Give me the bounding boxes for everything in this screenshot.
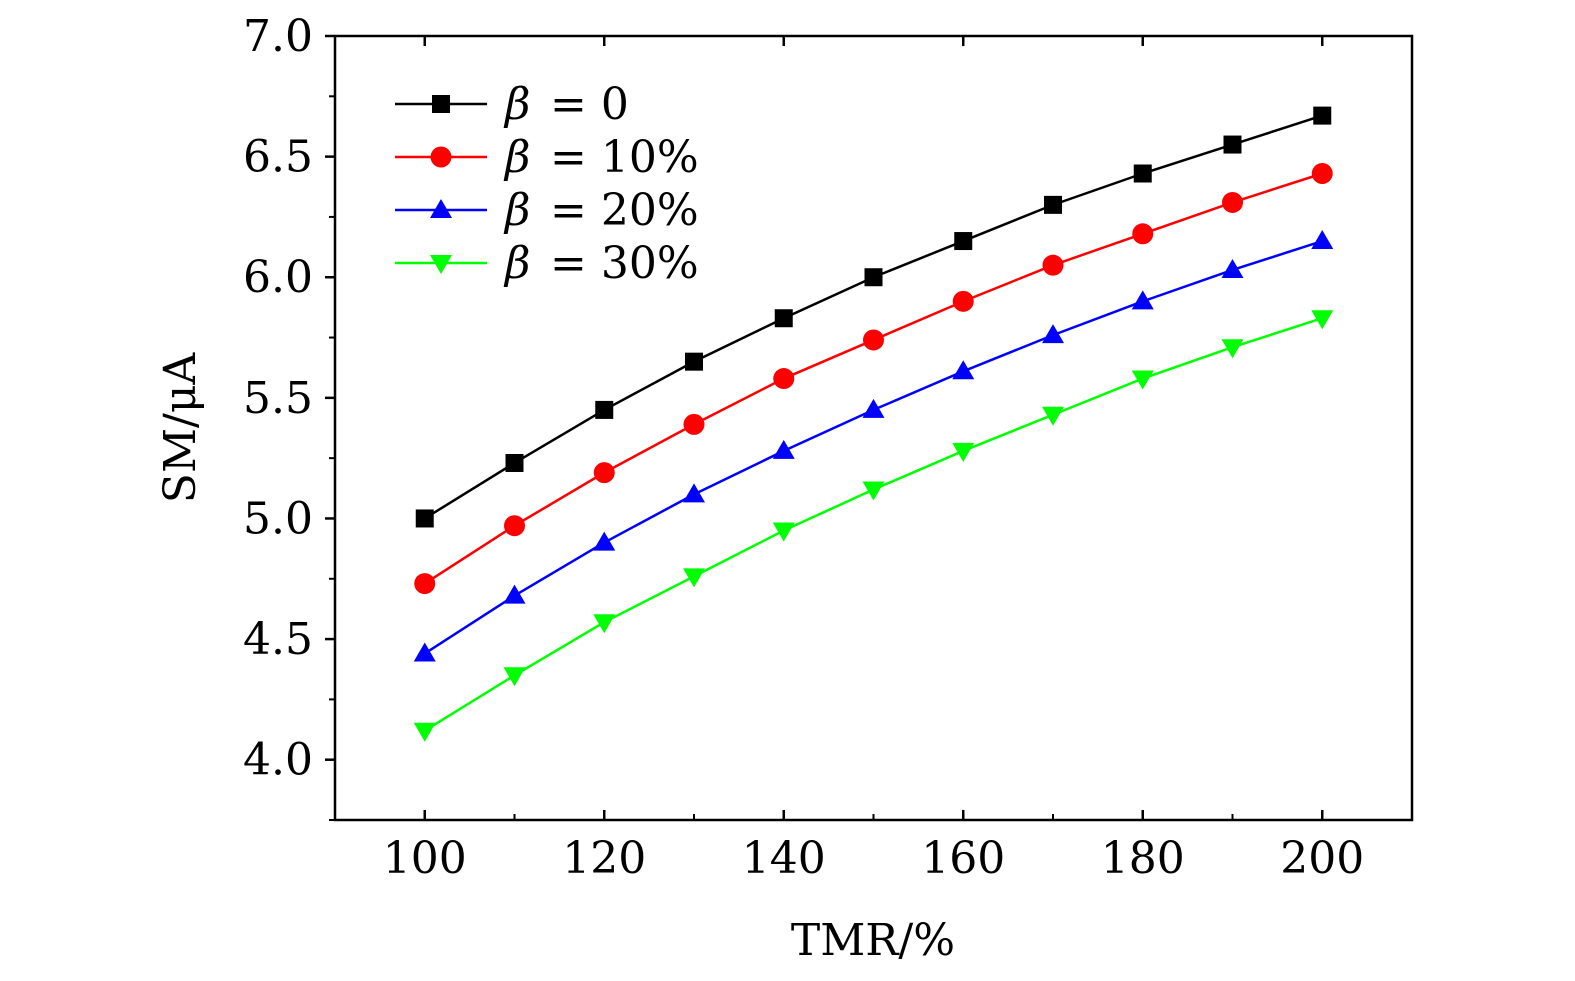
x-axis-title: TMR/% [791,915,955,966]
y-axis: 4.0 4.5 5.0 5.5 6.0 6.5 7.0 [243,11,335,821]
legend-marker [432,95,450,113]
x-tick-label: 100 [383,833,467,884]
legend-label: = 30% [550,238,699,289]
data-point [413,642,436,662]
data-point [1221,339,1244,359]
data-point [1222,191,1243,213]
data-point [503,667,526,687]
series-2 [413,230,1334,662]
x-tick-label: 180 [1101,833,1185,884]
data-point [1042,406,1064,426]
data-point [593,531,616,551]
data-point [1311,163,1333,185]
series-line [424,317,1323,732]
series-1 [414,163,1333,595]
series-0 [415,106,1332,528]
y-axis-title: SM/μA [155,352,206,504]
data-point [862,398,885,418]
x-tick-label: 160 [921,833,1005,884]
x-axis: 100 120 140 160 180 200 [383,36,1364,884]
series-layer [413,106,1334,742]
data-point [1042,324,1064,344]
data-point [1133,164,1152,183]
series-line [424,239,1323,655]
data-point [595,400,614,419]
y-tick-label: 6.5 [243,132,313,183]
data-point [1311,310,1334,330]
data-point [683,568,705,588]
data-point [593,462,615,484]
legend: β = 0 β = 10% β = 20% β = 30% [395,79,699,289]
data-point [685,352,703,371]
series-3 [413,310,1334,742]
data-point [683,483,705,503]
legend-item: β = 10% [395,132,699,183]
data-point [683,413,705,435]
data-point [1132,223,1154,245]
data-point [772,522,795,542]
legend-label: = 0 [550,79,629,130]
legend-item: β = 30% [395,238,699,289]
data-point [1223,135,1242,154]
data-point [952,442,975,462]
data-point [772,439,795,459]
x-tick-label: 200 [1280,833,1364,884]
legend-label: = 10% [550,132,699,183]
y-tick-label: 6.0 [243,252,313,303]
legend-label-beta: β [503,185,530,236]
data-point [413,722,436,742]
legend-label: = 20% [550,185,699,236]
data-point [952,360,975,380]
data-point [504,515,525,537]
x-tick-label: 140 [742,833,826,884]
legend-marker [430,255,452,274]
data-point [773,368,795,390]
legend-item: β = 20% [395,185,699,236]
legend-marker [430,199,452,218]
y-tick-label: 5.5 [243,373,313,424]
data-point [1221,258,1244,278]
data-point [505,453,524,472]
legend-marker [430,146,452,168]
data-point [1311,230,1334,250]
plot-frame [333,34,1414,822]
data-point [415,509,434,528]
data-point [1313,106,1332,125]
data-point [863,329,884,351]
data-point [503,584,526,604]
y-tick-label: 7.0 [243,11,313,62]
legend-label-beta: β [503,79,530,130]
x-tick-label: 120 [562,833,646,884]
data-point [864,268,883,287]
data-point [774,309,793,328]
data-point [1044,195,1062,214]
data-point [952,290,974,312]
legend-label-beta: β [503,238,530,289]
y-tick-label: 5.0 [243,493,313,544]
legend-item: β = 0 [395,79,629,130]
data-point [593,614,616,634]
data-point [862,481,885,501]
y-tick-label: 4.0 [243,735,313,786]
data-point [1042,254,1064,276]
y-tick-label: 4.5 [243,614,313,665]
data-point [414,573,436,595]
legend-label-beta: β [503,132,530,183]
data-point [1131,370,1154,390]
data-point [954,232,973,251]
data-point [1131,290,1154,310]
